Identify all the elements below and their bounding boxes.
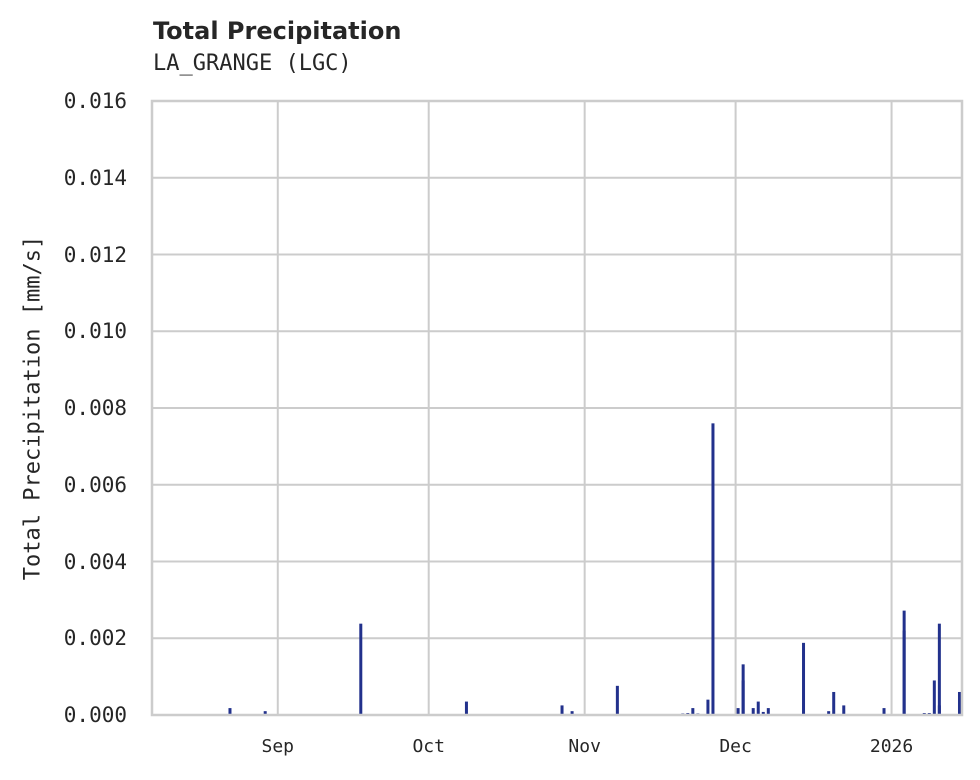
precipitation-bar <box>359 623 363 715</box>
precipitation-bar <box>263 711 267 715</box>
x-tick-label: Sep <box>261 736 295 757</box>
precipitation-bar <box>756 701 760 715</box>
x-tick-label: Nov <box>568 736 601 757</box>
precipitation-bar <box>827 711 831 715</box>
precipitation-bar <box>228 708 232 715</box>
precipitation-bar <box>832 691 836 715</box>
y-tick-label: 0.002 <box>63 626 127 651</box>
x-tick-label: Dec <box>719 736 752 757</box>
chart-subtitle: LA_GRANGE (LGC) <box>153 51 352 76</box>
y-tick-label: 0.008 <box>63 396 127 420</box>
precipitation-bar <box>902 610 906 715</box>
precipitation-bar <box>761 711 765 715</box>
y-tick-label: 0.004 <box>63 549 127 574</box>
precipitation-bar <box>560 705 564 715</box>
precipitation-bars <box>228 423 961 715</box>
precipitation-bar <box>464 701 468 715</box>
chart-title: Total Precipitation <box>153 17 402 45</box>
precipitation-bar <box>711 423 715 715</box>
precipitation-bar <box>751 708 755 715</box>
y-tick-label: 0.006 <box>63 472 127 497</box>
precipitation-bar <box>937 705 941 715</box>
precipitation-bar <box>842 705 846 715</box>
x-tick-label: 2026 <box>869 736 914 757</box>
precipitation-bar <box>741 664 745 715</box>
x-tick-label: Oct <box>412 736 445 757</box>
precipitation-bar <box>570 711 574 715</box>
gridlines <box>152 100 962 716</box>
precipitation-bar <box>706 699 710 715</box>
precipitation-bar <box>691 708 695 715</box>
plot-frame <box>150 99 964 717</box>
precipitation-bar <box>766 708 770 715</box>
precipitation-bar <box>937 623 941 715</box>
y-tick-label: 0.000 <box>63 703 127 727</box>
precipitation-bar <box>736 708 740 715</box>
precipitation-bar <box>882 708 886 715</box>
y-tick-label: 0.014 <box>63 165 127 190</box>
y-tick-label: 0.016 <box>63 89 127 113</box>
precipitation-bar <box>615 685 619 715</box>
precipitation-bar <box>932 680 936 715</box>
y-tick-label: 0.012 <box>63 242 127 267</box>
precipitation-bar <box>957 691 961 715</box>
y-tick-label: 0.010 <box>63 319 127 344</box>
precipitation-bar <box>802 642 806 715</box>
